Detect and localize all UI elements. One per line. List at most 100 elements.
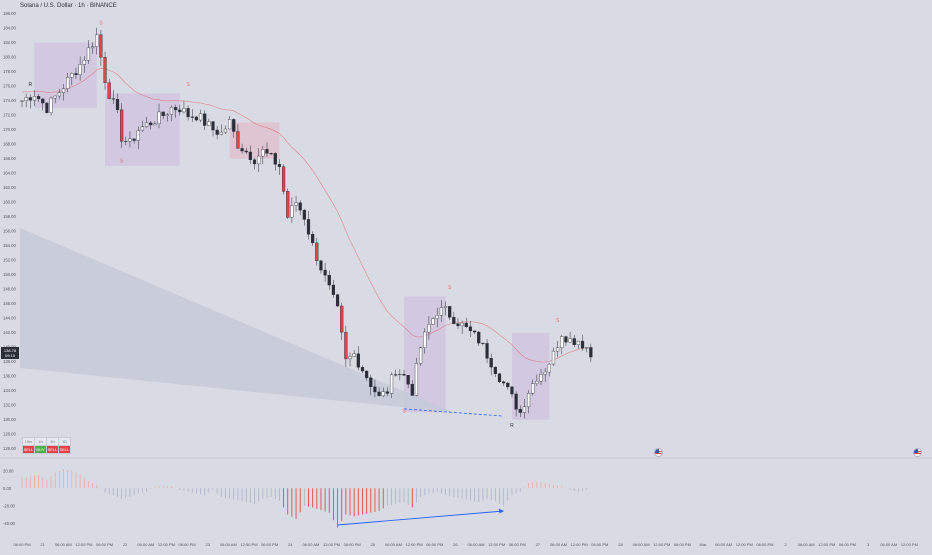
candle-body (531, 383, 535, 394)
price-axis-label: 156.00 (3, 229, 16, 234)
candle-body (576, 340, 580, 345)
candle-body (124, 140, 128, 142)
price-axis-label: 168.00 (3, 142, 16, 147)
candle-body (435, 315, 439, 319)
candle-body (128, 138, 132, 142)
candle-body (398, 374, 402, 376)
candle-body (86, 47, 91, 61)
candle-body (294, 202, 298, 206)
candle-body (53, 95, 57, 99)
time-axis-label: 06:00 PM (261, 542, 278, 547)
candle-body (236, 131, 240, 149)
candle-body (273, 153, 277, 165)
candle-body (111, 98, 115, 100)
price-axis-label: 164.00 (3, 171, 16, 176)
time-axis-label: 28 (618, 542, 623, 547)
swing-label: S (402, 408, 406, 414)
time-axis-label: 12:00 PM (75, 542, 92, 547)
candle-body (489, 358, 493, 368)
candle-body (37, 96, 41, 100)
swing-label: R (510, 423, 514, 429)
candle-body (481, 342, 485, 344)
us-flag-event-icon[interactable] (654, 448, 663, 457)
candle-body (78, 64, 82, 75)
time-axis-label: 22 (123, 542, 128, 547)
time-axis-label: 06:00 AM (715, 542, 732, 547)
price-axis-label: 138.00 (3, 359, 16, 364)
candle-body (543, 371, 547, 375)
price-axis-label: 154.00 (3, 243, 16, 248)
swing-label: S (186, 82, 190, 88)
candle-body (211, 121, 215, 131)
indicator-signal: SELL (58, 445, 71, 454)
candle-body (560, 336, 564, 349)
candle-body (502, 381, 506, 384)
candle-body (443, 306, 448, 308)
price-axis-label: 130.00 (3, 417, 16, 422)
oscillator-axis-label: 0.00 (3, 486, 12, 491)
candle-body (286, 191, 290, 218)
candle-body (174, 107, 178, 111)
candle-body (298, 202, 302, 211)
time-axis-label: 12:00 PM (488, 542, 505, 547)
candle-body (589, 347, 593, 358)
time-axis-label: 06:00 AM (385, 542, 402, 547)
candle-body (281, 166, 286, 192)
price-axis-label: 172.00 (3, 113, 16, 118)
candle-body (140, 126, 145, 131)
candle-body (385, 391, 389, 394)
indicator-signal: SELL (22, 445, 35, 454)
candle-body (539, 374, 543, 382)
candle-body (348, 356, 352, 360)
candle-body (547, 363, 551, 373)
time-axis-label: 12:00 PM (406, 542, 423, 547)
last-price-countdown: 09:15 (4, 353, 15, 358)
candle-body (514, 393, 518, 410)
candle-body (149, 122, 153, 126)
swing-label: S (99, 21, 103, 27)
price-axis-label: 166.00 (3, 156, 16, 161)
candle-body (203, 113, 207, 126)
price-axis-label: 144.00 (3, 316, 16, 321)
candle-body (427, 324, 431, 333)
time-axis-label: 06:00 PM (96, 542, 113, 547)
candle-body (99, 34, 103, 58)
time-axis-label: 06:00 PM (674, 542, 691, 547)
candle-body (439, 307, 443, 316)
candle-body (157, 111, 161, 125)
time-axis-label: 06:00 PM (179, 542, 196, 547)
candle-body (356, 353, 360, 368)
candle-body (153, 123, 157, 126)
candle-body (20, 100, 24, 102)
candle-body (28, 97, 32, 101)
candle-body (178, 109, 182, 113)
candle-body (477, 331, 481, 344)
candle-body (24, 97, 28, 101)
time-axis-label: 06:00 AM (220, 542, 237, 547)
time-axis-label: 06:00 PM (591, 542, 608, 547)
swing-label: S (556, 318, 560, 324)
candle-body (132, 138, 136, 141)
price-axis-label: 178.00 (3, 69, 16, 74)
candle-body (223, 128, 228, 133)
candle-body (564, 336, 568, 343)
time-axis-label: 12:00 PM (240, 542, 257, 547)
candle-body (90, 46, 95, 49)
candle-body (66, 77, 70, 89)
oscillator-axis-label: -40.00 (3, 521, 16, 526)
candle-body (360, 367, 365, 372)
candle-body (315, 242, 319, 262)
us-flag-event-icon[interactable] (913, 448, 922, 457)
candle-body (257, 155, 261, 165)
price-axis-label: 186.00 (3, 11, 16, 16)
candle-body (585, 347, 589, 349)
candle-body (394, 374, 398, 376)
candle-body (419, 347, 423, 364)
candle-body (115, 98, 120, 110)
divergence-line (403, 408, 504, 417)
candle-body (277, 164, 282, 167)
candle-body (186, 108, 190, 118)
candle-body (556, 347, 560, 352)
